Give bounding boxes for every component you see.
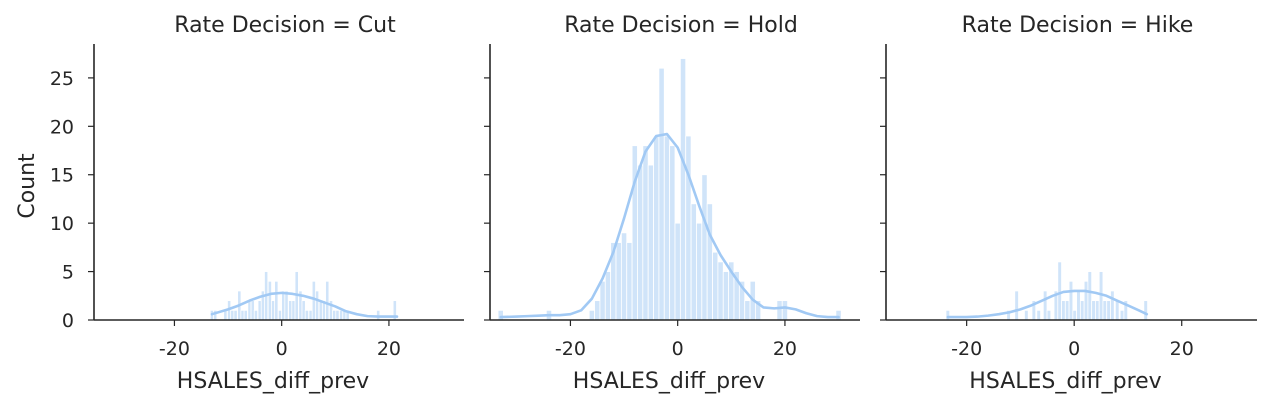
histogram-bar: [376, 309, 381, 321]
x-axis-title: HSALES_diff_prev: [573, 369, 765, 394]
panel-title: Rate Decision = Hike: [962, 13, 1194, 38]
histogram-bar: [253, 309, 259, 321]
histogram-bar: [335, 309, 340, 321]
histogram-bar: [325, 280, 330, 321]
y-tick-label: 5: [62, 262, 74, 284]
histogram-bar: [647, 164, 654, 321]
panel-title: Rate Decision = Cut: [174, 13, 396, 38]
histogram-bar: [674, 222, 681, 321]
x-tick-label: 20: [377, 338, 401, 360]
histogram-bar: [1068, 280, 1074, 321]
histogram-bar: [274, 280, 279, 321]
y-tick-label: 15: [50, 165, 74, 187]
kde-curve: [210, 291, 399, 318]
histogram-bar: [706, 203, 713, 321]
histogram-bar: [658, 67, 665, 321]
histogram-bar: [637, 164, 644, 321]
histogram-bar: [1083, 280, 1089, 321]
histogram-bar: [631, 145, 638, 321]
histogram-bar: [1106, 300, 1111, 321]
kde-curve: [499, 132, 840, 319]
histogram-bar: [1091, 300, 1096, 321]
histogram-bar: [722, 271, 730, 321]
panel-title: Rate Decision = Hold: [564, 13, 798, 38]
histogram-bar: [1119, 309, 1125, 321]
y-tick-label: 0: [62, 310, 74, 332]
histogram-bar: [1143, 300, 1148, 321]
histogram-bar: [1095, 300, 1100, 321]
histogram-bar: [626, 242, 633, 321]
kde-curve: [946, 289, 1149, 319]
histogram-bar: [1110, 290, 1115, 321]
histogram-bar: [1079, 300, 1085, 321]
histogram-bar: [604, 271, 612, 321]
histogram-bar: [1024, 309, 1029, 321]
histogram-bar: [284, 290, 289, 321]
x-tick-label: -20: [159, 338, 190, 360]
histogram-bar: [717, 261, 724, 321]
histogram-bar: [314, 290, 320, 321]
histogram-bar: [620, 232, 628, 321]
x-tick-label: 0: [276, 338, 288, 360]
x-tick-label: 20: [773, 338, 797, 360]
histogram-bar: [663, 135, 671, 321]
histogram-bar: [594, 300, 601, 321]
histogram-bar: [304, 309, 309, 321]
x-tick-label: 0: [672, 338, 684, 360]
histogram-bar: [1042, 290, 1048, 321]
histogram-bar: [690, 203, 697, 321]
histogram-bar: [701, 174, 708, 321]
histogram-bar: [1014, 290, 1019, 321]
x-axis-title: HSALES_diff_prev: [969, 369, 1161, 394]
histogram-bar: [685, 135, 692, 321]
histogram-bar: [696, 222, 703, 321]
histogram-bar: [669, 145, 676, 321]
histogram-bar: [615, 242, 622, 321]
histogram-bar: [642, 145, 649, 321]
x-tick-label: 0: [1068, 338, 1080, 360]
histogram-bar: [243, 309, 248, 321]
histogram-bar: [1087, 271, 1093, 321]
histogram-bar: [1036, 309, 1041, 321]
y-tick-label: 10: [50, 213, 74, 235]
histogram-bar: [776, 300, 783, 321]
histogram-bar: [712, 251, 719, 321]
histogram-bar: [1057, 261, 1062, 321]
histogram-bar: [497, 309, 504, 321]
x-tick-label: -20: [951, 338, 982, 360]
histogram-bar: [1072, 309, 1077, 321]
x-tick-label: 20: [1170, 338, 1194, 360]
y-axis-title: Count: [15, 153, 40, 219]
histogram-bar: [744, 300, 751, 321]
histogram-bar: [1046, 309, 1052, 321]
histogram-bar: [653, 135, 660, 321]
histogram-bar: [1064, 300, 1070, 321]
x-axis-title: HSALES_diff_prev: [177, 369, 369, 394]
histogram-bar: [1102, 300, 1108, 321]
histogram-bar: [588, 309, 595, 321]
x-tick-label: -20: [555, 338, 586, 360]
histogram-bar: [679, 58, 687, 321]
histogram-bar: [1061, 300, 1066, 321]
histogram-bar: [233, 309, 238, 321]
y-tick-label: 20: [50, 116, 74, 138]
histogram-bar: [1076, 290, 1081, 321]
y-tick-label: 25: [50, 68, 74, 90]
histogram-bar: [599, 280, 606, 321]
histogram-bar: [1114, 300, 1120, 321]
histogram-bar: [945, 309, 951, 321]
histogram-bar: [781, 300, 789, 321]
histogram-bar: [835, 309, 842, 321]
